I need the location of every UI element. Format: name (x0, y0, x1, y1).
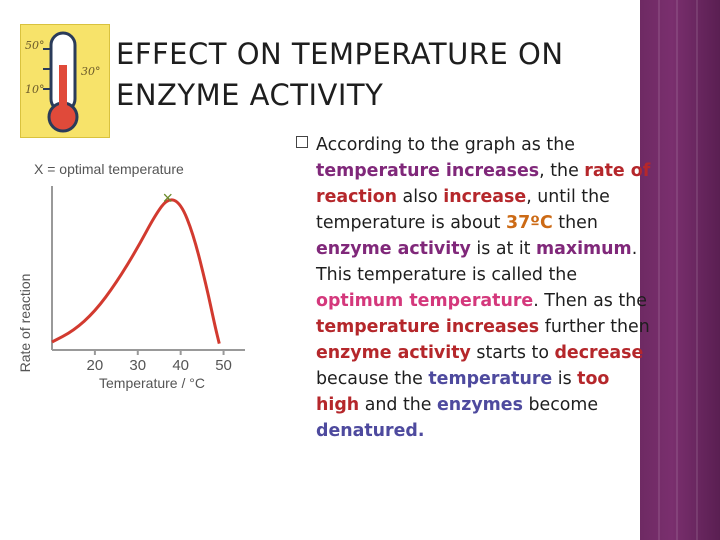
thermometer-icon: 50° 30° 10° (20, 24, 110, 138)
paragraph-highlight: rate of reaction (316, 161, 651, 207)
paragraph-highlight: enzymes (437, 395, 523, 415)
x-tick-label: 40 (172, 357, 189, 374)
paragraph-text: . This temperature is called the (316, 239, 638, 285)
x-tick-label: 20 (87, 357, 104, 374)
paragraph-text: further then (539, 317, 650, 337)
paragraph-highlight: too high (316, 369, 610, 415)
chart-ylabel: Rate of reaction (20, 274, 33, 373)
paragraph-text: and the (359, 395, 438, 415)
paragraph-highlight: decrease (554, 343, 644, 363)
paragraph-text: because the (316, 369, 429, 389)
paragraph-text: According to the graph as the (316, 135, 575, 155)
paragraph-highlight: temperature increases (316, 317, 540, 337)
thermometer-label-10: 10° (25, 83, 45, 96)
decorative-side-band (640, 0, 720, 540)
paragraph-text: is at it (470, 239, 537, 259)
paragraph-highlight: increase (443, 187, 527, 207)
paragraph-highlight: optimum temperature (316, 291, 534, 311)
paragraph-highlight: 37ºC (505, 213, 553, 233)
explanation-paragraph: According to the graph as the temperatur… (316, 132, 656, 444)
x-tick-label: 50 (215, 357, 232, 374)
paragraph-highlight: temperature increases (316, 161, 540, 181)
paragraph-highlight: temperature (428, 369, 553, 389)
bullet-icon (296, 136, 308, 148)
paragraph-highlight: enzyme activity (316, 343, 471, 363)
paragraph-text: starts to (470, 343, 555, 363)
thermometer-label-50: 50° (25, 39, 45, 52)
x-tick-label: 30 (129, 357, 146, 374)
optimum-marker: × (163, 188, 174, 208)
enzyme-activity-chart: X = optimal temperature Rate of reaction… (20, 161, 245, 391)
paragraph-text: is (552, 369, 578, 389)
chart-xlabel: Temperature / °C (99, 375, 205, 391)
paragraph-text: , the (539, 161, 585, 181)
rate-curve (51, 198, 221, 344)
paragraph-text: become (522, 395, 599, 415)
paragraph-highlight: enzyme activity (316, 239, 471, 259)
paragraph-highlight: denatured. (316, 421, 425, 441)
paragraph-highlight: maximum (536, 239, 632, 259)
paragraph-text: . Then as the (533, 291, 647, 311)
slide-title: EFFECT ON TEMPERATURE ON ENZYME ACTIVITY (116, 37, 564, 112)
paragraph-text: then (552, 213, 598, 233)
chart-legend: X = optimal temperature (34, 161, 184, 177)
thermometer-label-30: 30° (81, 65, 101, 78)
paragraph-text: also (397, 187, 444, 207)
paragraph-text: , until the temperature is about (316, 187, 610, 233)
